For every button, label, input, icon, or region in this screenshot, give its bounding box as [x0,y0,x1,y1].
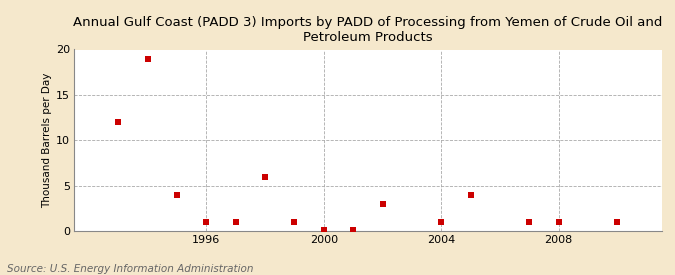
Title: Annual Gulf Coast (PADD 3) Imports by PADD of Processing from Yemen of Crude Oil: Annual Gulf Coast (PADD 3) Imports by PA… [73,16,663,44]
Point [377,202,388,206]
Point [436,220,447,224]
Point [260,174,271,179]
Point [554,220,564,224]
Text: Source: U.S. Energy Information Administration: Source: U.S. Energy Information Administ… [7,264,253,274]
Point [113,120,124,124]
Point [230,220,241,224]
Point [289,220,300,224]
Point [348,228,358,232]
Point [201,220,212,224]
Point [142,56,153,61]
Point [612,220,623,224]
Point [171,192,182,197]
Y-axis label: Thousand Barrels per Day: Thousand Barrels per Day [42,73,52,208]
Point [524,220,535,224]
Point [465,192,476,197]
Point [319,228,329,232]
